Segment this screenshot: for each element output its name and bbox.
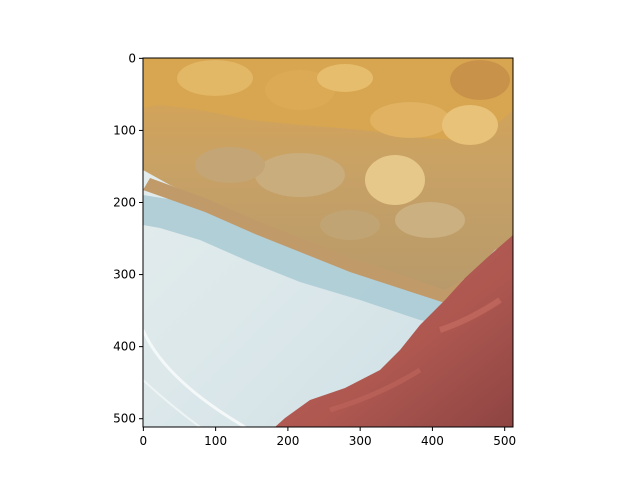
photo-image	[143, 58, 513, 427]
pie-crust	[143, 178, 513, 303]
y-tick-label: 0	[128, 51, 136, 65]
napkin	[275, 235, 513, 427]
x-tick-label: 500	[493, 434, 516, 448]
y-tick-label: 100	[113, 123, 136, 137]
x-tick-label: 200	[276, 434, 299, 448]
x-tick-label: 100	[204, 434, 227, 448]
y-tick-label: 200	[113, 196, 136, 210]
x-tick-label: 0	[140, 434, 148, 448]
plate-rim	[143, 329, 246, 427]
y-axis: 0 100 200 300 400 500	[113, 51, 143, 426]
axes-frame	[142, 57, 514, 428]
x-tick-label: 300	[349, 434, 372, 448]
y-tick-label: 400	[113, 340, 136, 354]
plate-shadow	[143, 195, 470, 330]
y-tick-label: 500	[113, 412, 136, 426]
y-tick-label: 300	[113, 268, 136, 282]
x-axis: 0 100 200 300 400 500	[140, 427, 516, 448]
x-tick-label: 400	[421, 434, 444, 448]
